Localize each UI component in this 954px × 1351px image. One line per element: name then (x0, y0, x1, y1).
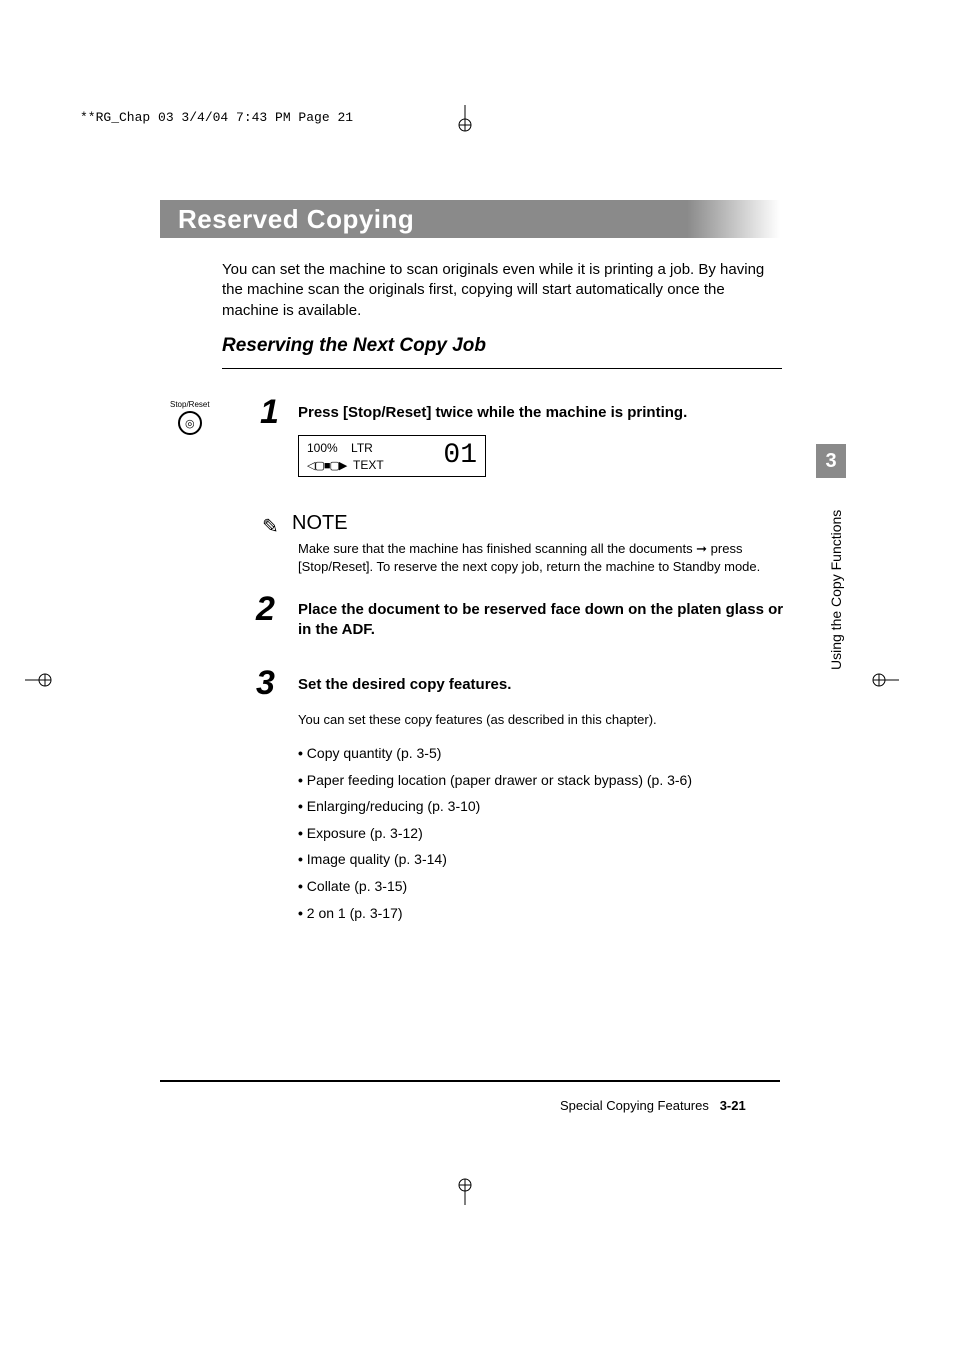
footer-section-name: Special Copying Features (560, 1098, 709, 1113)
lcd-left-block: 100% LTR ◁▢■▢▶ TEXT (307, 440, 384, 472)
footer-page-number: 3-21 (720, 1098, 746, 1113)
list-item: Enlarging/reducing (p. 3-10) (298, 793, 692, 820)
subsection-title: Reserving the Next Copy Job (222, 335, 486, 357)
step-3-number: 3 (256, 664, 275, 703)
stop-reset-icon: Stop/Reset ◎ (170, 400, 210, 435)
print-header: **RG_Chap 03 3/4/04 7:43 PM Page 21 (80, 110, 353, 125)
section-banner: Reserved Copying (160, 200, 780, 238)
step-3-description: You can set these copy features (as desc… (298, 712, 657, 727)
chapter-label: Using the Copy Functions (828, 490, 844, 670)
step-2-number: 2 (256, 590, 275, 629)
note-icon: ✎ (262, 514, 279, 539)
lcd-mode: TEXT (353, 458, 384, 472)
intro-paragraph: You can set the machine to scan original… (222, 260, 782, 321)
lcd-count: 01 (443, 442, 477, 472)
lcd-paper: LTR (351, 441, 373, 455)
crop-mark-top (445, 105, 485, 145)
step-3-text: Set the desired copy features. (298, 676, 511, 693)
crop-mark-bottom (445, 1165, 485, 1205)
note-label: NOTE (292, 512, 348, 535)
lcd-density-icon: ◁▢■▢▶ (307, 460, 346, 472)
footer: Special Copying Features 3-21 (560, 1098, 746, 1113)
feature-list: Copy quantity (p. 3-5) Paper feeding loc… (298, 740, 692, 926)
lcd-display: 100% LTR ◁▢■▢▶ TEXT 01 (298, 435, 486, 477)
footer-divider (160, 1080, 780, 1082)
chapter-tab: 3 (816, 444, 846, 478)
stop-reset-button-icon: ◎ (178, 411, 202, 435)
list-item: Copy quantity (p. 3-5) (298, 740, 692, 767)
list-item: 2 on 1 (p. 3-17) (298, 900, 692, 927)
list-item: Image quality (p. 3-14) (298, 846, 692, 873)
list-item: Exposure (p. 3-12) (298, 820, 692, 847)
step-2-text: Place the document to be reserved face d… (298, 600, 788, 641)
crop-mark-right (859, 660, 899, 700)
crop-mark-left (25, 660, 65, 700)
list-item: Paper feeding location (paper drawer or … (298, 767, 692, 794)
list-item: Collate (p. 3-15) (298, 873, 692, 900)
section-title: Reserved Copying (178, 204, 414, 235)
step-1-text: Press [Stop/Reset] twice while the machi… (298, 404, 778, 421)
divider-line (222, 368, 782, 369)
lcd-zoom: 100% (307, 441, 338, 455)
note-text: Make sure that the machine has finished … (298, 540, 788, 576)
step-1-number: 1 (260, 393, 279, 432)
stop-reset-label: Stop/Reset (170, 400, 210, 409)
